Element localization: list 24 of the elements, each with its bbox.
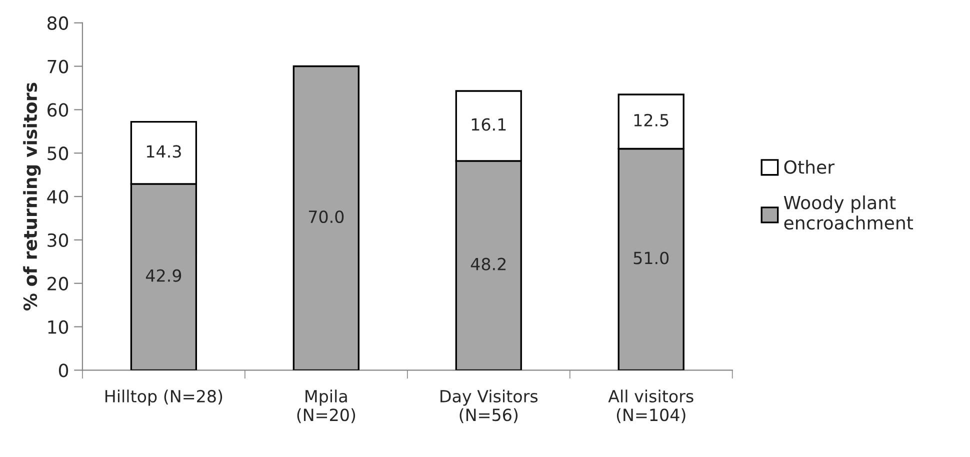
data-label: 14.3: [146, 145, 181, 158]
y-tick-label: 50: [48, 146, 68, 160]
y-tick-label: 60: [48, 103, 68, 117]
y-tick-label: 40: [47, 190, 68, 204]
x-tick-label: Mpila (N=20): [297, 390, 356, 424]
data-label: 48.2: [470, 258, 506, 270]
y-tick-label: 10: [48, 320, 68, 334]
y-tick-label: 30: [48, 233, 68, 248]
data-label: 42.9: [146, 269, 182, 282]
y-axis-title: % of returning visitors: [23, 82, 41, 310]
data-label: 70.0: [308, 210, 344, 224]
data-label: 12.5: [634, 114, 668, 126]
data-label: 16.1: [472, 118, 506, 131]
x-tick-label: Day Visitors (N=56): [440, 390, 538, 424]
y-tick-label: 20: [48, 276, 68, 290]
legend-label: Other: [784, 160, 835, 174]
y-tick-label: 0: [58, 364, 68, 378]
bar: [292, 65, 360, 370]
x-tick-label: Hilltop (N=28): [105, 390, 222, 406]
y-tick-label: 70: [48, 60, 68, 74]
legend-label: Woody plant encroachment: [784, 195, 914, 230]
x-tick-label: All visitors (N=104): [608, 390, 694, 424]
data-label: 51.0: [634, 252, 669, 264]
y-tick-label: 80: [48, 16, 68, 30]
